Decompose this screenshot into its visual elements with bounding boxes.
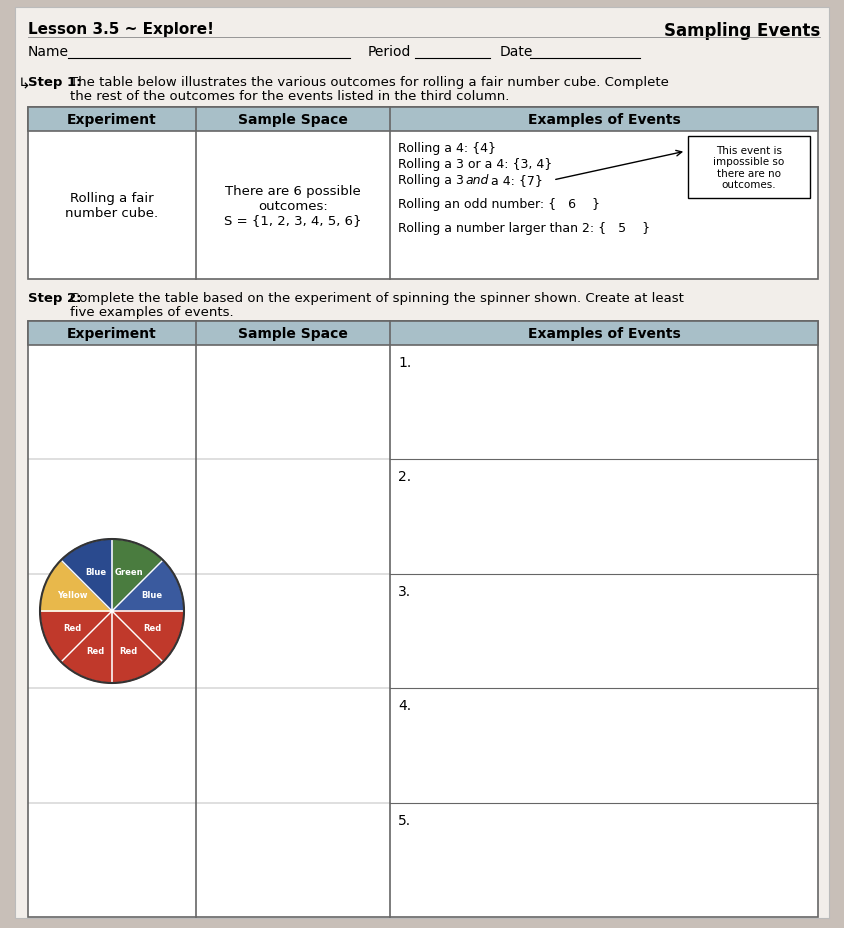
Polygon shape [40, 612, 112, 663]
Text: 1.: 1. [398, 355, 411, 369]
Polygon shape [112, 539, 163, 612]
Bar [28, 322, 818, 917]
Text: five examples of events.: five examples of events. [70, 305, 234, 318]
Text: Rolling a 3: Rolling a 3 [398, 174, 468, 187]
Text: Rolling a fair
number cube.: Rolling a fair number cube. [66, 192, 159, 220]
Text: and: and [465, 174, 489, 187]
Text: 5.: 5. [398, 813, 411, 827]
Text: Experiment: Experiment [68, 113, 157, 127]
Text: 2.: 2. [398, 470, 411, 483]
Text: Sample Space: Sample Space [238, 113, 348, 127]
Text: Red: Red [63, 624, 81, 632]
Text: Yellow: Yellow [57, 590, 87, 599]
Text: Date: Date [500, 45, 533, 59]
Text: Rolling a 4: {4}: Rolling a 4: {4} [398, 142, 496, 155]
Text: Step 2:: Step 2: [28, 291, 82, 304]
Bar [28, 322, 818, 345]
Text: Examples of Events: Examples of Events [528, 113, 680, 127]
Text: Green: Green [114, 567, 143, 576]
Text: There are 6 possible
outcomes:
S = {1, 2, 3, 4, 5, 6}: There are 6 possible outcomes: S = {1, 2… [225, 185, 362, 227]
Text: ↳: ↳ [18, 76, 30, 91]
Text: a 4: {7}: a 4: {7} [487, 174, 543, 187]
FancyBboxPatch shape [15, 8, 829, 918]
Bar [28, 108, 818, 132]
Text: Step 1:: Step 1: [28, 76, 82, 89]
Text: Rolling an odd number: {   6    }: Rolling an odd number: { 6 } [398, 198, 600, 211]
Text: Lesson 3.5 ~ Explore!: Lesson 3.5 ~ Explore! [28, 22, 214, 37]
Text: Sample Space: Sample Space [238, 327, 348, 341]
Text: Experiment: Experiment [68, 327, 157, 341]
Text: Red: Red [86, 647, 105, 656]
Text: Examples of Events: Examples of Events [528, 327, 680, 341]
Text: Blue: Blue [141, 590, 163, 599]
Text: Red: Red [119, 647, 138, 656]
Bar [28, 108, 818, 279]
Polygon shape [112, 561, 184, 612]
Text: This event is
impossible so
there are no
outcomes.: This event is impossible so there are no… [713, 146, 785, 190]
Text: Blue: Blue [85, 567, 106, 576]
Text: Name: Name [28, 45, 69, 59]
Text: The table below illustrates the various outcomes for rolling a fair number cube.: The table below illustrates the various … [70, 76, 669, 89]
Polygon shape [112, 612, 163, 683]
Text: the rest of the outcomes for the events listed in the third column.: the rest of the outcomes for the events … [70, 90, 510, 103]
Text: Rolling a 3 or a 4: {3, 4}: Rolling a 3 or a 4: {3, 4} [398, 158, 552, 171]
Polygon shape [61, 612, 112, 683]
Text: Rolling a number larger than 2: {   5    }: Rolling a number larger than 2: { 5 } [398, 222, 650, 235]
Text: Complete the table based on the experiment of spinning the spinner shown. Create: Complete the table based on the experime… [70, 291, 684, 304]
Text: 3.: 3. [398, 584, 411, 599]
Bar [688, 136, 810, 199]
Text: Period: Period [368, 45, 411, 59]
Text: Sampling Events: Sampling Events [663, 22, 820, 40]
Polygon shape [61, 539, 112, 612]
Polygon shape [40, 561, 112, 612]
Text: Red: Red [143, 624, 161, 632]
Text: 4.: 4. [398, 699, 411, 713]
Polygon shape [112, 612, 184, 663]
